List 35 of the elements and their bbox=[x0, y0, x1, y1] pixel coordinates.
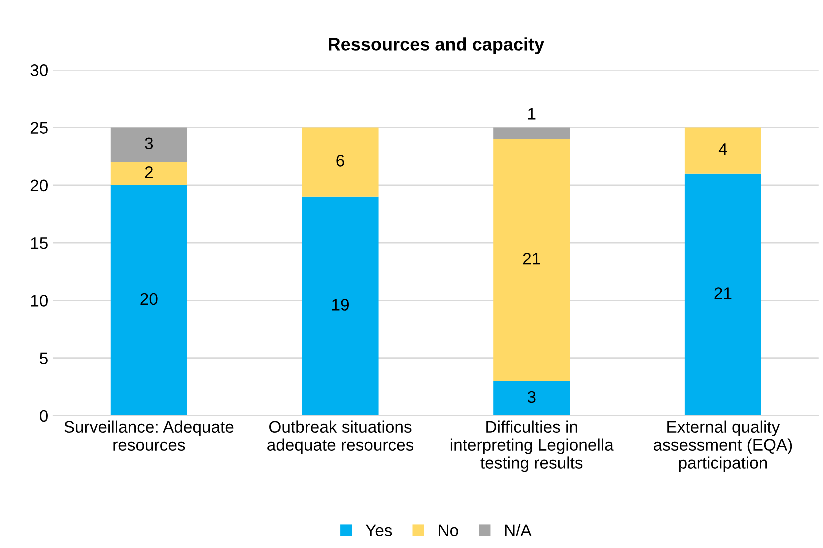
x-tick-label: Outbreak situations adequate resources bbox=[268, 420, 414, 454]
data-label: 3 bbox=[528, 391, 536, 404]
bar bbox=[684, 174, 762, 416]
bar bbox=[302, 196, 379, 416]
bar bbox=[494, 128, 570, 140]
y-tick-label: 20 bbox=[30, 180, 48, 192]
data-label: 21 bbox=[523, 253, 540, 265]
data-label: 21 bbox=[714, 288, 732, 300]
data-label: 20 bbox=[140, 293, 158, 306]
y-tick-label: 25 bbox=[30, 122, 48, 134]
y-tick-label: 15 bbox=[31, 238, 48, 250]
bar bbox=[494, 139, 570, 382]
y-tick-label: 0 bbox=[40, 410, 48, 422]
bar bbox=[494, 381, 570, 416]
data-label: 1 bbox=[528, 108, 536, 120]
x-tick-label: External quality assessment (EQA) participation bbox=[654, 420, 792, 472]
bar bbox=[684, 128, 762, 174]
y-tick-label: 5 bbox=[40, 352, 48, 365]
y-tick-label: 30 bbox=[30, 64, 48, 76]
data-label: 6 bbox=[336, 155, 344, 167]
x-tick-label: Difficulties in interpreting Legionella testing results bbox=[450, 420, 614, 472]
y-tick-label: 10 bbox=[31, 295, 48, 307]
data-label: 4 bbox=[718, 144, 728, 156]
chart-title: Ressources and capacity bbox=[329, 38, 544, 54]
bar bbox=[110, 162, 188, 186]
bar bbox=[302, 128, 379, 197]
bar bbox=[110, 128, 188, 162]
legend-label: No bbox=[439, 524, 458, 537]
x-tick-label: Surveillance: Adequate resources bbox=[64, 420, 234, 451]
legend-label: Yes bbox=[366, 524, 392, 537]
bar bbox=[110, 185, 188, 416]
data-label: 19 bbox=[332, 299, 349, 311]
data-label: 2 bbox=[145, 166, 153, 178]
data-label: 3 bbox=[145, 138, 154, 150]
legend-label: N/A bbox=[505, 524, 532, 537]
